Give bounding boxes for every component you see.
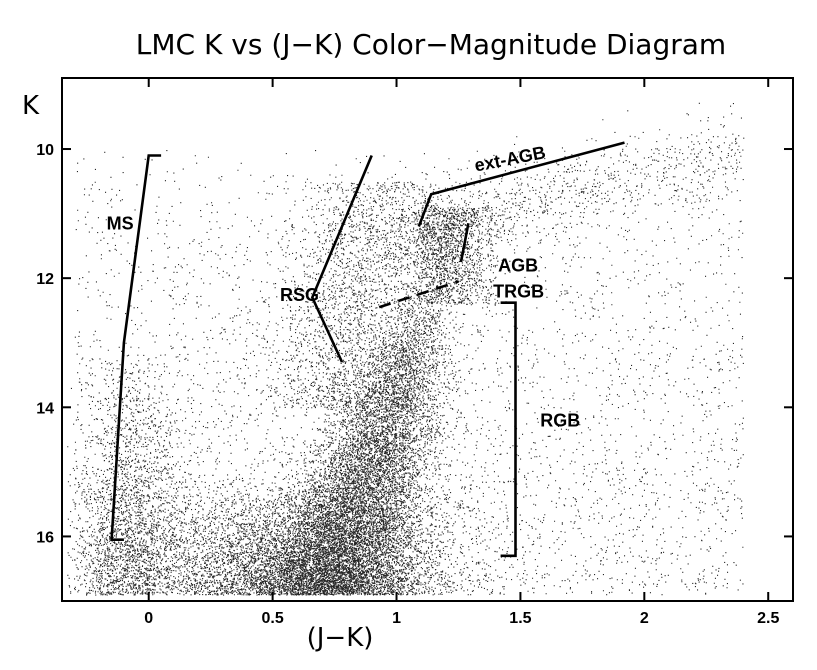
x-tick-label: 2.5	[757, 610, 779, 627]
x-tick-label: 0.5	[262, 610, 284, 627]
scatter-points	[67, 102, 745, 596]
y-axis-title: K	[22, 91, 40, 121]
chart-title: LMC K vs (J−K) Color−Magnitude Diagram	[136, 28, 726, 61]
agb-label: AGB	[498, 256, 538, 276]
plot-frame	[61, 77, 794, 602]
rgb-label: RGB	[540, 411, 580, 431]
x-axis-title: (J−K)	[307, 623, 374, 653]
ms-label: MS	[107, 214, 134, 234]
trgb-bracket	[378, 280, 459, 309]
ext-agb-label: ext-AGB	[473, 142, 548, 175]
y-tick-label: 10	[36, 142, 54, 159]
y-tick-label: 14	[36, 400, 54, 417]
agb-bracket	[459, 223, 470, 263]
scatter-point-cloud	[67, 102, 745, 596]
rsg-bracket	[310, 154, 373, 363]
rsg-label: RSG	[280, 285, 319, 305]
x-tick-label: 2	[640, 610, 649, 627]
y-tick-label: 12	[36, 271, 54, 288]
x-tick-label: 1.5	[509, 610, 531, 627]
x-tick-label: 0	[144, 610, 153, 627]
axis-ticks: 0 0.5 1 1.5 2 2.5 10 12 14 16	[36, 78, 793, 627]
y-tick-label: 16	[36, 529, 54, 546]
trgb-label: TRGB	[493, 282, 544, 302]
rgb-bracket	[500, 301, 517, 558]
ms-bracket	[110, 154, 162, 542]
x-tick-label: 1	[392, 610, 401, 627]
ext-agb-bracket	[417, 141, 625, 227]
annotation-layer: MS RSG ext-AGB AGB TRGB RGB	[107, 141, 625, 558]
